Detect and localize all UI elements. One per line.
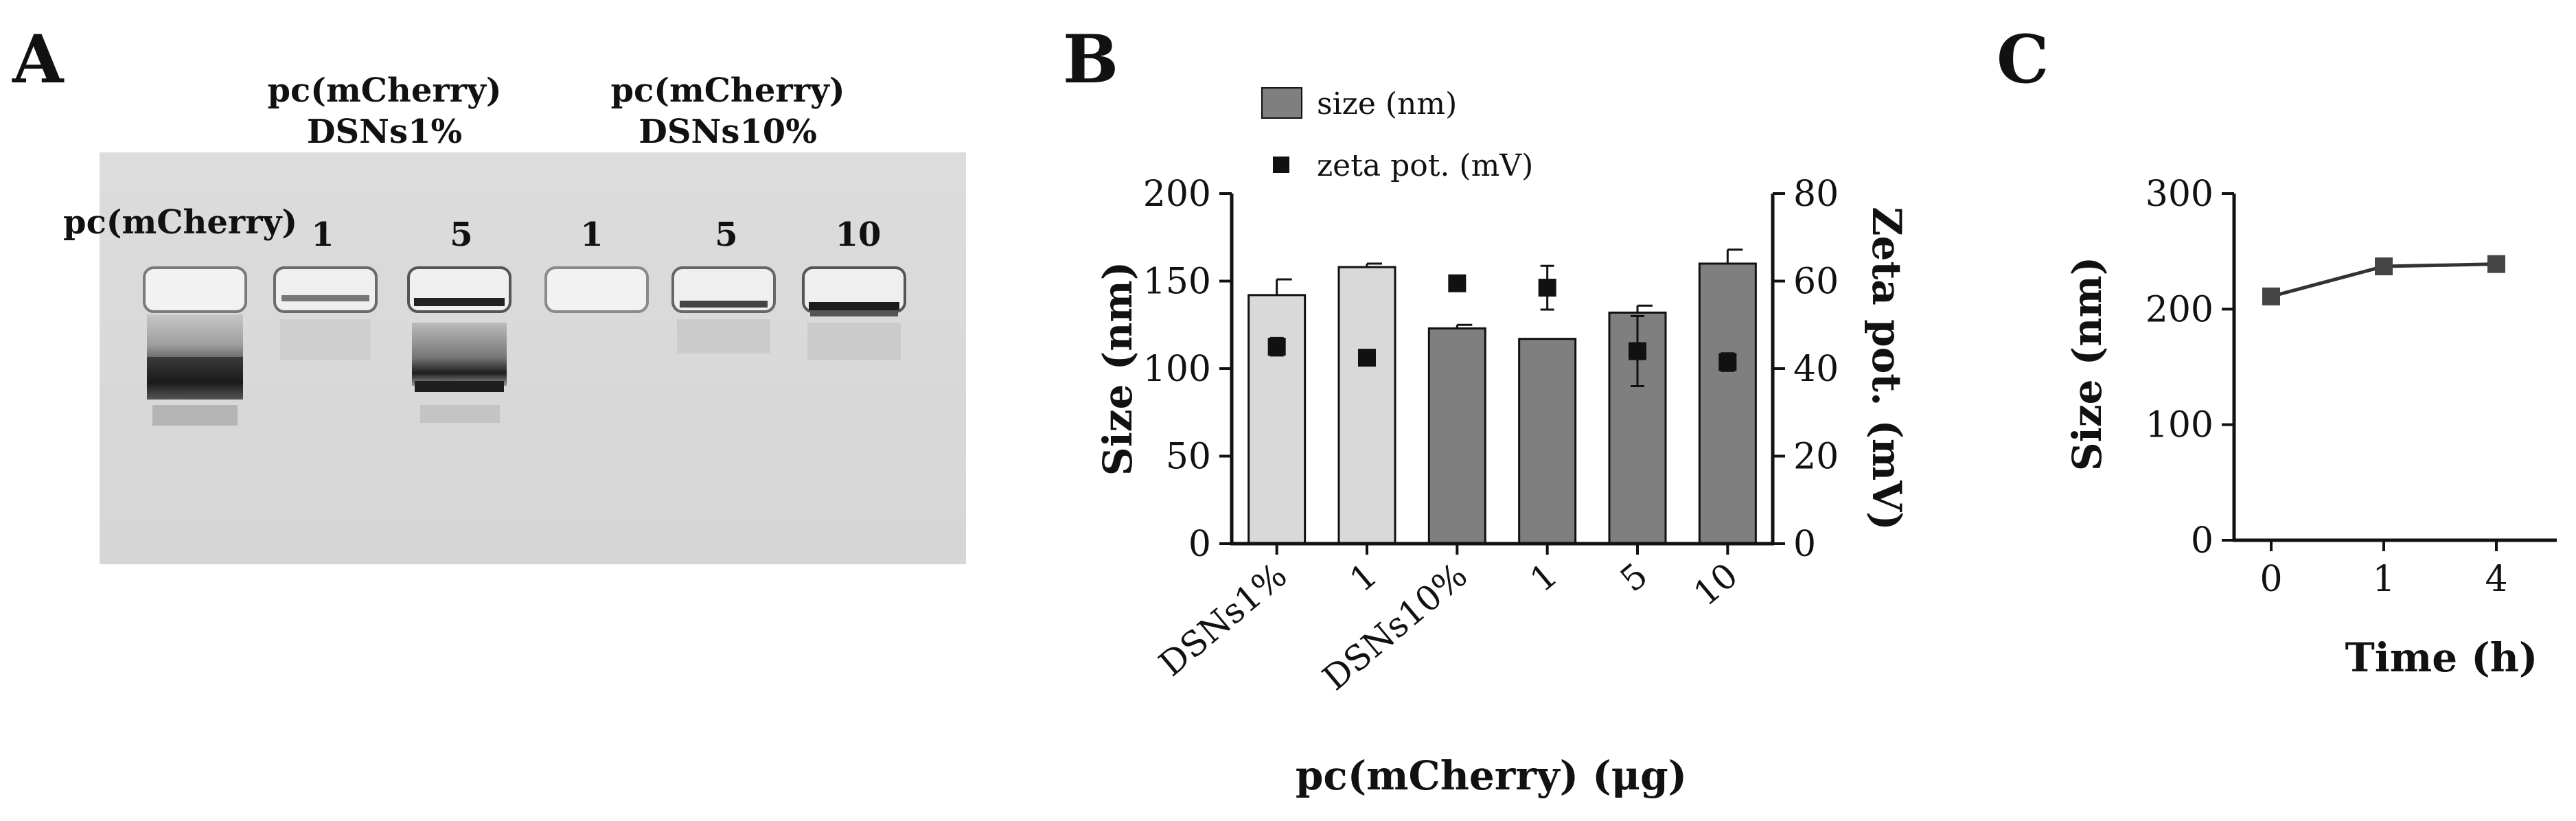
y-axis-label-size: Size (nm) [1094,262,1141,476]
y-tick-label: 200 [2146,289,2213,330]
size-bar [1518,338,1577,545]
panel-letter-a: A [12,21,65,98]
x-tick-label: 0 [2259,559,2282,600]
panel-letter-b: B [1063,21,1118,98]
panel-letter-c: C [1997,21,2049,98]
y-tick-label: 300 [2146,174,2213,215]
zeta-point [1718,353,1737,371]
panel-b: B size (nm) zeta pot. (mV) 0 50 100 150 200 0… [1063,21,1910,799]
y-tick-label: 200 [1143,174,1211,215]
y2-tick-label: 0 [1793,524,1816,565]
x-axis-label: pc(mCherry) (μg) [1296,752,1687,799]
size-bar [1698,262,1757,545]
y-tick-label: 150 [1143,262,1211,303]
x-tick-label: 10 [1686,555,1745,614]
y-tick-label: 0 [1188,524,1211,565]
size-bar [1337,266,1396,545]
zeta-point [1267,338,1286,356]
data-point [2262,287,2280,305]
y-axis-label-size-c: Size (nm) [2064,257,2111,471]
x-tick-label: DSNs1% [1151,555,1294,684]
x-tick-label: 1 [1523,555,1565,600]
y-axis-label-zeta: Zeta pot. (mV) [1863,207,1910,530]
group2-title-line1: pc(mCherry) [610,71,844,110]
y2-tick-label: 20 [1793,437,1839,478]
y-tick-label: 50 [1166,437,1211,478]
zeta-point [1358,349,1376,367]
x-axis-label-time: Time (h) [2345,634,2538,681]
lane-number: 5 [450,216,472,254]
size-bar [1427,327,1486,545]
x-tick-label: 1 [1342,555,1385,600]
data-point [2375,257,2393,276]
group1-title-line1: pc(mCherry) [267,71,501,110]
legend-label-zeta: zeta pot. (mV) [1317,148,1533,183]
zeta-point [1538,279,1556,297]
panel-c: C 0 100 200 300 0 1 4 Size (nm) Time (h) [1997,21,2557,681]
y2-tick-label: 40 [1793,349,1839,390]
y-tick-label: 100 [1143,349,1211,390]
legend-swatch-size [1261,87,1302,119]
data-point [2487,255,2505,273]
legend-label-size: size (nm) [1317,86,1457,122]
lane-number: 1 [311,216,334,254]
y-tick-label: 0 [2191,520,2213,562]
y2-tick-label: 60 [1793,262,1839,303]
size-bar [1247,294,1307,545]
panel-a: A pc(mCherry) DSNs1% pc(mCherry) DSNs10%… [12,21,966,564]
legend: size (nm) zeta pot. (mV) [1261,86,1533,183]
x-tick-label: 4 [2485,559,2507,600]
x-tick-label: DSNs10% [1315,555,1475,698]
group2-title-line2: DSNs10% [639,113,817,151]
gel-wells [143,266,906,316]
lane-number: 5 [715,216,737,254]
legend-swatch-zeta [1273,157,1289,173]
lane-number: 10 [836,216,882,254]
gel-bands [147,314,901,426]
y2-tick-label: 80 [1793,174,1839,215]
x-tick-label: 1 [2372,559,2395,600]
zeta-point [1448,274,1467,292]
y-tick-label: 100 [2146,405,2213,446]
lane-label-pc-mcherry: pc(mCherry) [63,203,297,242]
lane-number: 1 [580,216,603,254]
x-tick-label: 5 [1613,555,1655,600]
group1-title-line2: DSNs1% [307,113,462,151]
chart-c-plot: 0 100 200 300 0 1 4 [2146,174,2557,600]
zeta-point [1629,342,1646,360]
